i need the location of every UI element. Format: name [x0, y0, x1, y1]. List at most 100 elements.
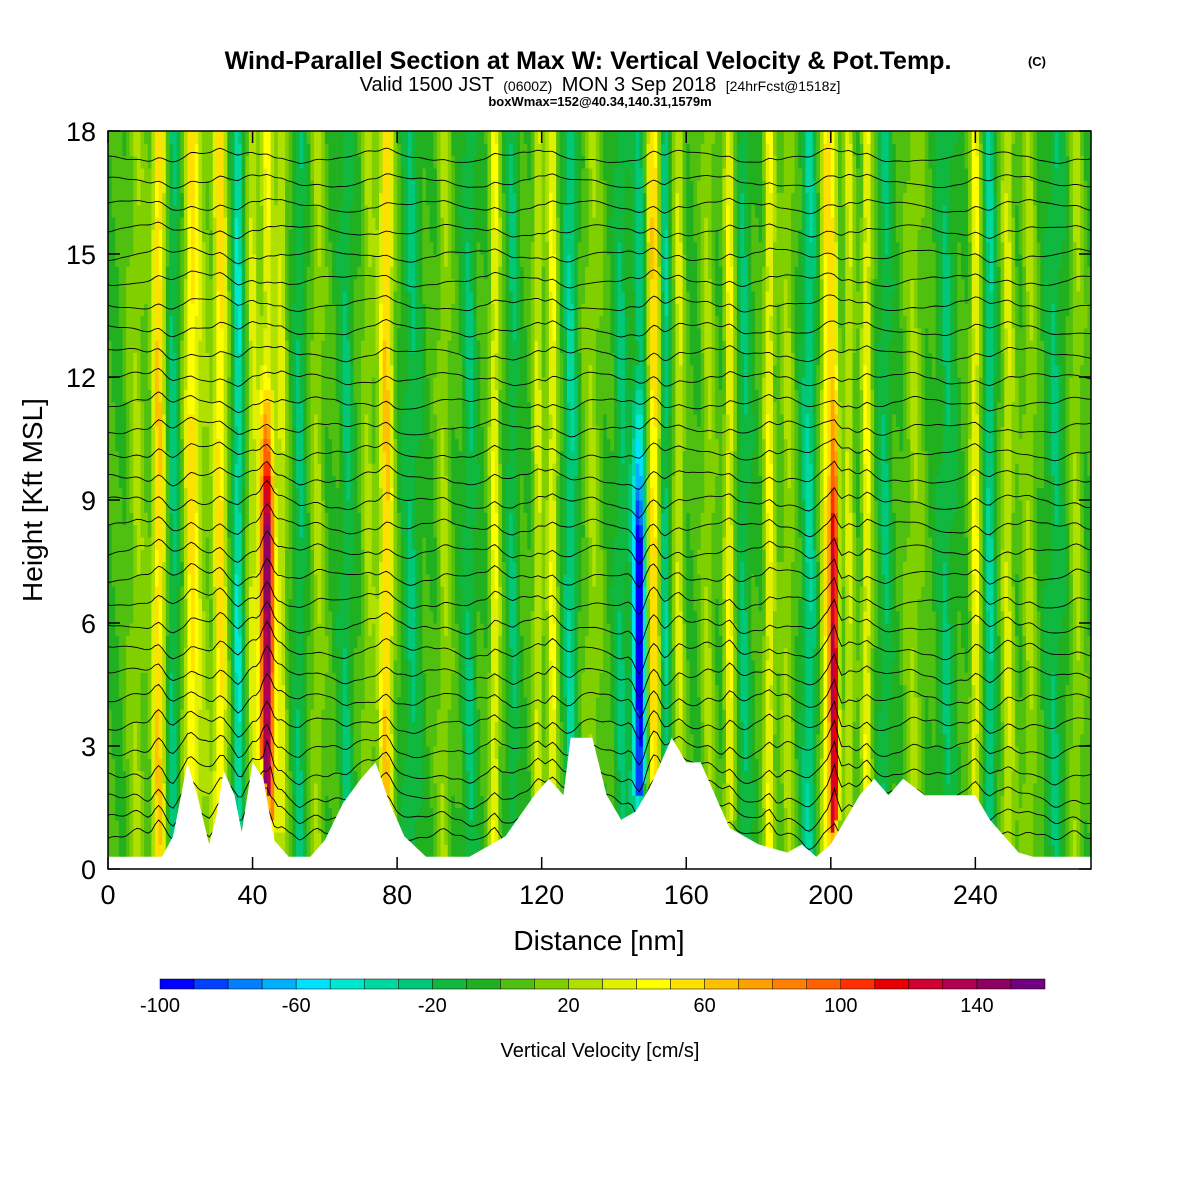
w-cell [216, 696, 221, 710]
w-cell [169, 217, 174, 230]
w-cell [285, 733, 290, 747]
w-cell [183, 610, 189, 624]
w-cell [144, 659, 149, 673]
w-cell [216, 512, 221, 526]
w-cell [274, 536, 279, 550]
w-cell [227, 463, 232, 476]
w-cell [303, 561, 308, 575]
w-cell [321, 684, 326, 698]
w-cell [158, 500, 163, 513]
w-cell [393, 266, 398, 280]
w-cell [368, 426, 373, 440]
w-cell [205, 782, 210, 796]
w-cell [303, 807, 308, 821]
w-cell [212, 659, 218, 673]
w-cell [314, 672, 319, 686]
w-cell [252, 512, 257, 526]
w-cell [241, 524, 246, 538]
w-cell [397, 315, 402, 329]
w-cell [339, 450, 344, 464]
w-cell [339, 303, 344, 317]
w-cell [267, 709, 272, 722]
w-cell [176, 795, 181, 809]
w-cell [205, 204, 210, 218]
w-cell [173, 647, 178, 661]
w-cell [209, 180, 214, 194]
w-cell [169, 795, 174, 809]
w-cell [281, 450, 286, 464]
w-cell [371, 500, 377, 513]
w-cell [277, 475, 283, 489]
w-cell [371, 672, 377, 686]
w-cell [108, 229, 113, 243]
w-cell [277, 598, 283, 612]
w-cell [144, 278, 149, 292]
w-cell [368, 500, 373, 513]
w-cell [187, 254, 192, 267]
w-cell [129, 192, 134, 206]
w-cell [324, 389, 330, 403]
w-cell [234, 327, 239, 341]
w-cell [165, 340, 171, 353]
w-cell [389, 131, 395, 144]
w-cell [299, 795, 304, 809]
w-cell [209, 377, 214, 390]
w-cell [122, 389, 127, 403]
w-cell [191, 733, 196, 747]
w-cell [201, 770, 207, 784]
w-cell [122, 475, 127, 489]
w-cell [267, 413, 272, 427]
w-cell [277, 180, 283, 194]
w-cell [303, 438, 308, 452]
w-cell [350, 647, 355, 661]
w-cell [248, 659, 254, 673]
w-cell [183, 143, 189, 157]
w-cell [404, 721, 409, 735]
w-cell [346, 536, 351, 550]
w-cell [212, 426, 218, 440]
w-cell [256, 327, 261, 341]
w-cell [230, 500, 236, 513]
w-cell [386, 746, 391, 759]
w-cell [108, 586, 113, 599]
w-cell [176, 721, 181, 735]
w-cell [389, 524, 395, 538]
w-cell [375, 500, 380, 513]
w-cell [321, 290, 326, 304]
w-cell [299, 807, 304, 821]
w-cell [353, 364, 358, 378]
w-cell [151, 623, 156, 636]
w-cell [267, 684, 272, 698]
w-cell [248, 180, 254, 194]
w-cell [285, 684, 290, 698]
w-cell [111, 327, 116, 341]
w-cell [314, 266, 319, 280]
w-cell [173, 438, 178, 452]
w-cell [393, 610, 398, 624]
w-cell [332, 254, 337, 267]
w-cell [353, 413, 358, 427]
w-cell [285, 795, 290, 809]
w-cell [198, 487, 203, 501]
w-cell [317, 770, 322, 784]
w-cell [299, 635, 304, 649]
w-cell [111, 807, 116, 821]
w-cell [375, 389, 380, 403]
w-cell [234, 598, 239, 612]
w-cell [205, 155, 210, 169]
w-cell [328, 278, 333, 292]
w-cell [133, 192, 138, 206]
w-cell [274, 327, 279, 341]
w-cell [285, 364, 290, 378]
w-cell [216, 155, 221, 169]
w-cell [375, 192, 380, 206]
w-cell [147, 364, 152, 378]
w-cell [252, 463, 257, 476]
w-cell [335, 352, 340, 366]
w-cell [404, 266, 409, 280]
w-cell [194, 217, 199, 230]
w-cell [404, 623, 409, 636]
w-cell [267, 573, 272, 587]
w-cell [169, 254, 174, 267]
w-cell [256, 733, 261, 747]
